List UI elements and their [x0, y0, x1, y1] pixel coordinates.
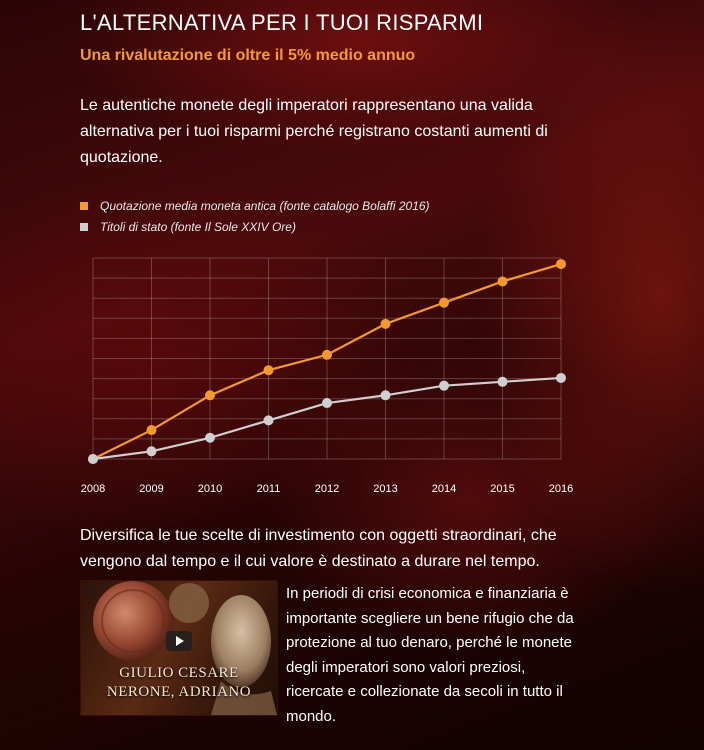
- intro-paragraph: Le autentiche monete degli imperatori ra…: [80, 97, 548, 166]
- legend-swatch-bonds: [80, 222, 88, 231]
- x-tick-label: 2008: [81, 483, 105, 495]
- legend-swatch-coin: [80, 201, 88, 210]
- data-point-1: [556, 372, 566, 383]
- x-tick-label: 2013: [373, 483, 397, 495]
- video-thumbnail[interactable]: GIULIO CESARE NERONE, ADRIANO: [80, 580, 278, 716]
- line-chart: 2008 2009 2010 2011 2012 2013 2014 2015 2016: [70, 250, 590, 500]
- x-tick-label: 2010: [198, 483, 222, 495]
- legend-label-coin: Quotazione media moneta antica (fonte ca…: [100, 198, 430, 213]
- legend-item-coin: Quotazione media moneta antica (fonte ca…: [80, 195, 430, 216]
- bust-image: [211, 595, 271, 687]
- data-point-0: [146, 425, 157, 436]
- data-point-1: [380, 390, 391, 401]
- play-icon: [176, 636, 184, 646]
- x-tick-label: 2011: [257, 483, 281, 495]
- x-tick-label: 2015: [490, 483, 514, 495]
- data-point-0: [263, 365, 274, 376]
- data-point-0: [497, 276, 508, 287]
- coin-image: [93, 581, 173, 661]
- x-tick-label: 2009: [139, 483, 163, 495]
- chart-legend: Quotazione media moneta antica (fonte ca…: [80, 195, 430, 237]
- data-point-1: [205, 432, 215, 443]
- data-point-1: [146, 446, 157, 457]
- safe-haven-paragraph: In periodi di crisi economica e finanzia…: [286, 585, 574, 725]
- data-point-0: [439, 297, 449, 308]
- legend-label-bonds: Titoli di stato (fonte Il Sole XXIV Ore): [100, 219, 296, 234]
- video-caption-line2: NERONE, ADRIANO: [106, 684, 252, 700]
- page-title: L'ALTERNATIVA PER I TUOI RISPARMI: [80, 10, 484, 35]
- page-subtitle: Una rivalutazione di oltre il 5% medio a…: [80, 47, 416, 64]
- video-caption-line1: GIULIO CESARE: [119, 665, 239, 681]
- data-point-1: [263, 415, 274, 426]
- data-point-0: [380, 318, 391, 329]
- x-tick-label: 2012: [315, 483, 339, 495]
- small-coin-image: [169, 583, 209, 623]
- data-point-1: [497, 376, 508, 387]
- data-point-1: [439, 380, 449, 391]
- data-point-0: [322, 349, 332, 360]
- legend-item-bonds: Titoli di stato (fonte Il Sole XXIV Ore): [80, 216, 430, 237]
- x-tick-label: 2014: [432, 483, 456, 495]
- data-point-0: [205, 390, 215, 401]
- play-button[interactable]: [166, 631, 192, 651]
- data-point-1: [88, 454, 98, 464]
- x-tick-label: 2016: [549, 483, 573, 495]
- coins-artwork: [93, 581, 277, 715]
- data-point-1: [322, 398, 332, 409]
- diversification-paragraph: Diversifica le tue scelte di investiment…: [80, 527, 557, 570]
- line-chart-svg: 2008 2009 2010 2011 2012 2013 2014 2015 2016: [81, 257, 573, 495]
- data-point-0: [556, 259, 566, 270]
